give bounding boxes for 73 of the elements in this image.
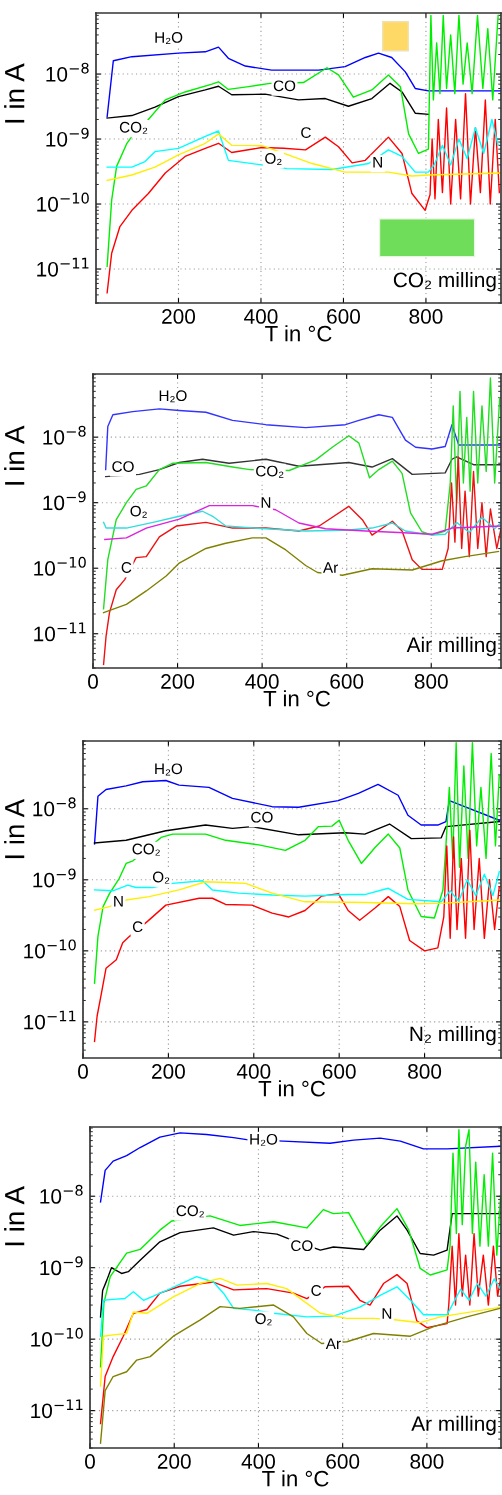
annotation: CO₂ xyxy=(256,465,284,478)
x-tick-label: 0 xyxy=(78,1064,88,1079)
x-tick-label: 600 xyxy=(322,1064,356,1079)
x-tick-label: 200 xyxy=(157,1454,191,1469)
y-tick-label: 10$^{−10}$ xyxy=(31,1327,83,1347)
annotation: H₂O xyxy=(155,763,183,776)
annotation: CO xyxy=(251,811,273,823)
annotation: O₂ xyxy=(265,153,282,166)
annotation: H₂O xyxy=(155,31,183,44)
annotation: C xyxy=(132,921,143,933)
y-tick-label: 10$^{−11}$ xyxy=(34,622,86,642)
x-tick-label: 600 xyxy=(327,309,361,324)
x-tick-label: 0 xyxy=(88,674,98,689)
annotation: N xyxy=(373,156,382,168)
y-axis-title: I in A xyxy=(4,425,25,485)
y-tick-label: 10$^{−9}$ xyxy=(43,491,86,511)
annotation: N xyxy=(261,497,271,508)
y-tick-label: 10$^{−11}$ xyxy=(31,1399,83,1419)
y-tick-label: 10$^{−9}$ xyxy=(40,1256,83,1276)
annotation: N₂ milling xyxy=(410,1025,496,1046)
y-tick-label: 10$^{−10}$ xyxy=(24,939,76,959)
y-tick-label: 10$^{−8}$ xyxy=(40,1184,83,1204)
x-tick-label: 400 xyxy=(244,309,278,324)
x-tick-label: 800 xyxy=(409,309,443,324)
x-tick-label: 800 xyxy=(408,1064,442,1079)
annotation: CO₂ xyxy=(119,121,148,134)
annotation: N xyxy=(114,895,123,907)
annotation: H₂O xyxy=(159,390,187,403)
annotation: CO xyxy=(291,1240,313,1252)
annotation: CO₂ xyxy=(132,843,160,856)
y-tick-label: 10$^{−11}$ xyxy=(24,1010,76,1030)
y-tick-label: 10$^{−8}$ xyxy=(33,797,76,817)
y-axis-title: I in A xyxy=(4,798,25,859)
y-tick-label: 10$^{−10}$ xyxy=(37,192,89,212)
annotation: N xyxy=(382,1308,392,1319)
annotation: C xyxy=(121,562,132,573)
y-tick-label: 10$^{−10}$ xyxy=(34,556,86,576)
y-axis-title: I in A xyxy=(4,63,25,123)
x-tick-label: 600 xyxy=(330,674,364,689)
x-tick-label: 400 xyxy=(236,1064,271,1079)
annotation: C xyxy=(301,127,311,138)
annotation: O₂ xyxy=(130,505,147,518)
x-tick-label: 0 xyxy=(85,1454,95,1469)
annotation: H₂O xyxy=(250,1133,278,1146)
y-tick-label: 10$^{−9}$ xyxy=(33,868,76,888)
annotation: CO₂ xyxy=(176,1205,204,1218)
annotation: Ar xyxy=(323,562,338,573)
y-tick-label: 10$^{−11}$ xyxy=(37,257,89,277)
x-axis-title: T in °C xyxy=(262,1470,329,1487)
y-tick-label: 10$^{−8}$ xyxy=(46,62,89,82)
annotation: O₂ xyxy=(152,871,170,884)
annotation: CO xyxy=(273,80,296,92)
x-axis-title: T in °C xyxy=(263,690,331,707)
x-axis-title: T in °C xyxy=(258,1080,326,1097)
y-axis-title: I in A xyxy=(4,1186,25,1246)
x-tick-label: 800 xyxy=(414,674,448,689)
annotation: O₂ xyxy=(255,1313,272,1326)
x-tick-label: 600 xyxy=(326,1454,360,1469)
x-tick-label: 200 xyxy=(152,1064,185,1079)
x-tick-label: 800 xyxy=(410,1454,444,1469)
y-tick-label: 10$^{−8}$ xyxy=(43,425,86,445)
x-tick-label: 200 xyxy=(161,674,195,689)
annotation: Ar milling xyxy=(411,1415,496,1436)
annotation: C xyxy=(311,1285,322,1296)
y-tick-label: 10$^{−9}$ xyxy=(46,127,89,147)
annotation: Air milling xyxy=(406,636,496,657)
annotation: CO xyxy=(112,461,134,472)
annotation: CO₂ milling xyxy=(393,271,496,292)
x-tick-label: 400 xyxy=(241,1454,276,1469)
x-tick-label: 400 xyxy=(245,674,279,689)
annotation: Ar xyxy=(325,1338,341,1349)
x-tick-label: 200 xyxy=(162,309,196,324)
x-axis-title: T in °C xyxy=(265,325,332,342)
